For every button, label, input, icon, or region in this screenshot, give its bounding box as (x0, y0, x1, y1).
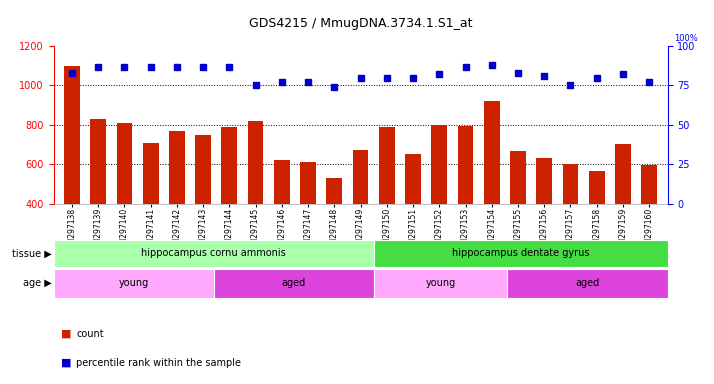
Bar (54, 269, 213, 298)
Text: tissue ▶: tissue ▶ (12, 248, 52, 258)
Bar (641, 165, 657, 282)
Bar (379, 127, 395, 282)
Text: aged: aged (282, 278, 306, 288)
Bar (458, 126, 473, 282)
Bar (374, 240, 668, 267)
Bar (274, 160, 290, 282)
Bar (484, 101, 500, 282)
Text: 100%: 100% (675, 34, 698, 43)
Bar (353, 151, 368, 282)
Text: count: count (76, 329, 104, 339)
Bar (326, 178, 342, 282)
Bar (508, 269, 668, 298)
Bar (589, 171, 605, 282)
Bar (510, 151, 526, 282)
Text: hippocampus dentate gyrus: hippocampus dentate gyrus (452, 248, 590, 258)
Text: young: young (119, 278, 149, 288)
Bar (431, 125, 447, 282)
Text: ■: ■ (61, 329, 71, 339)
Bar (64, 66, 80, 282)
Bar (248, 121, 263, 282)
Bar (563, 164, 578, 282)
Text: young: young (426, 278, 456, 288)
Bar (221, 127, 237, 282)
Bar (536, 158, 552, 282)
Text: percentile rank within the sample: percentile rank within the sample (76, 358, 241, 368)
Bar (374, 269, 508, 298)
Bar (213, 269, 374, 298)
Bar (116, 123, 132, 282)
Bar (195, 135, 211, 282)
Text: aged: aged (575, 278, 600, 288)
Bar (90, 119, 106, 282)
Bar (54, 240, 374, 267)
Bar (405, 154, 421, 282)
Bar (615, 144, 631, 282)
Bar (169, 131, 185, 282)
Text: GDS4215 / MmugDNA.3734.1.S1_at: GDS4215 / MmugDNA.3734.1.S1_at (248, 17, 473, 30)
Text: age ▶: age ▶ (24, 278, 52, 288)
Bar (143, 142, 159, 282)
Text: ■: ■ (61, 358, 71, 368)
Bar (300, 162, 316, 282)
Text: hippocampus cornu ammonis: hippocampus cornu ammonis (141, 248, 286, 258)
